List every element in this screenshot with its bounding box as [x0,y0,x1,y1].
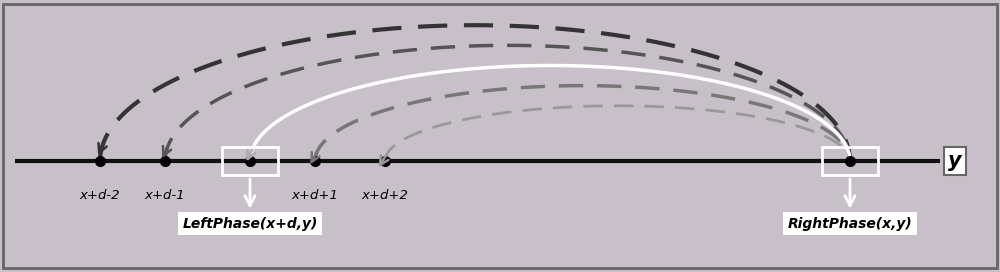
Text: LeftPhase(x+d,y): LeftPhase(x+d,y) [182,217,318,231]
Bar [822,147,878,175]
Text: x+d-2: x+d-2 [80,189,120,202]
Text: x+d+1: x+d+1 [292,189,338,202]
Text: y: y [948,151,962,171]
Text: x+d+2: x+d+2 [362,189,408,202]
Text: x+d-1: x+d-1 [145,189,185,202]
Bar [222,147,278,175]
Text: RightPhase(x,y): RightPhase(x,y) [788,217,912,231]
